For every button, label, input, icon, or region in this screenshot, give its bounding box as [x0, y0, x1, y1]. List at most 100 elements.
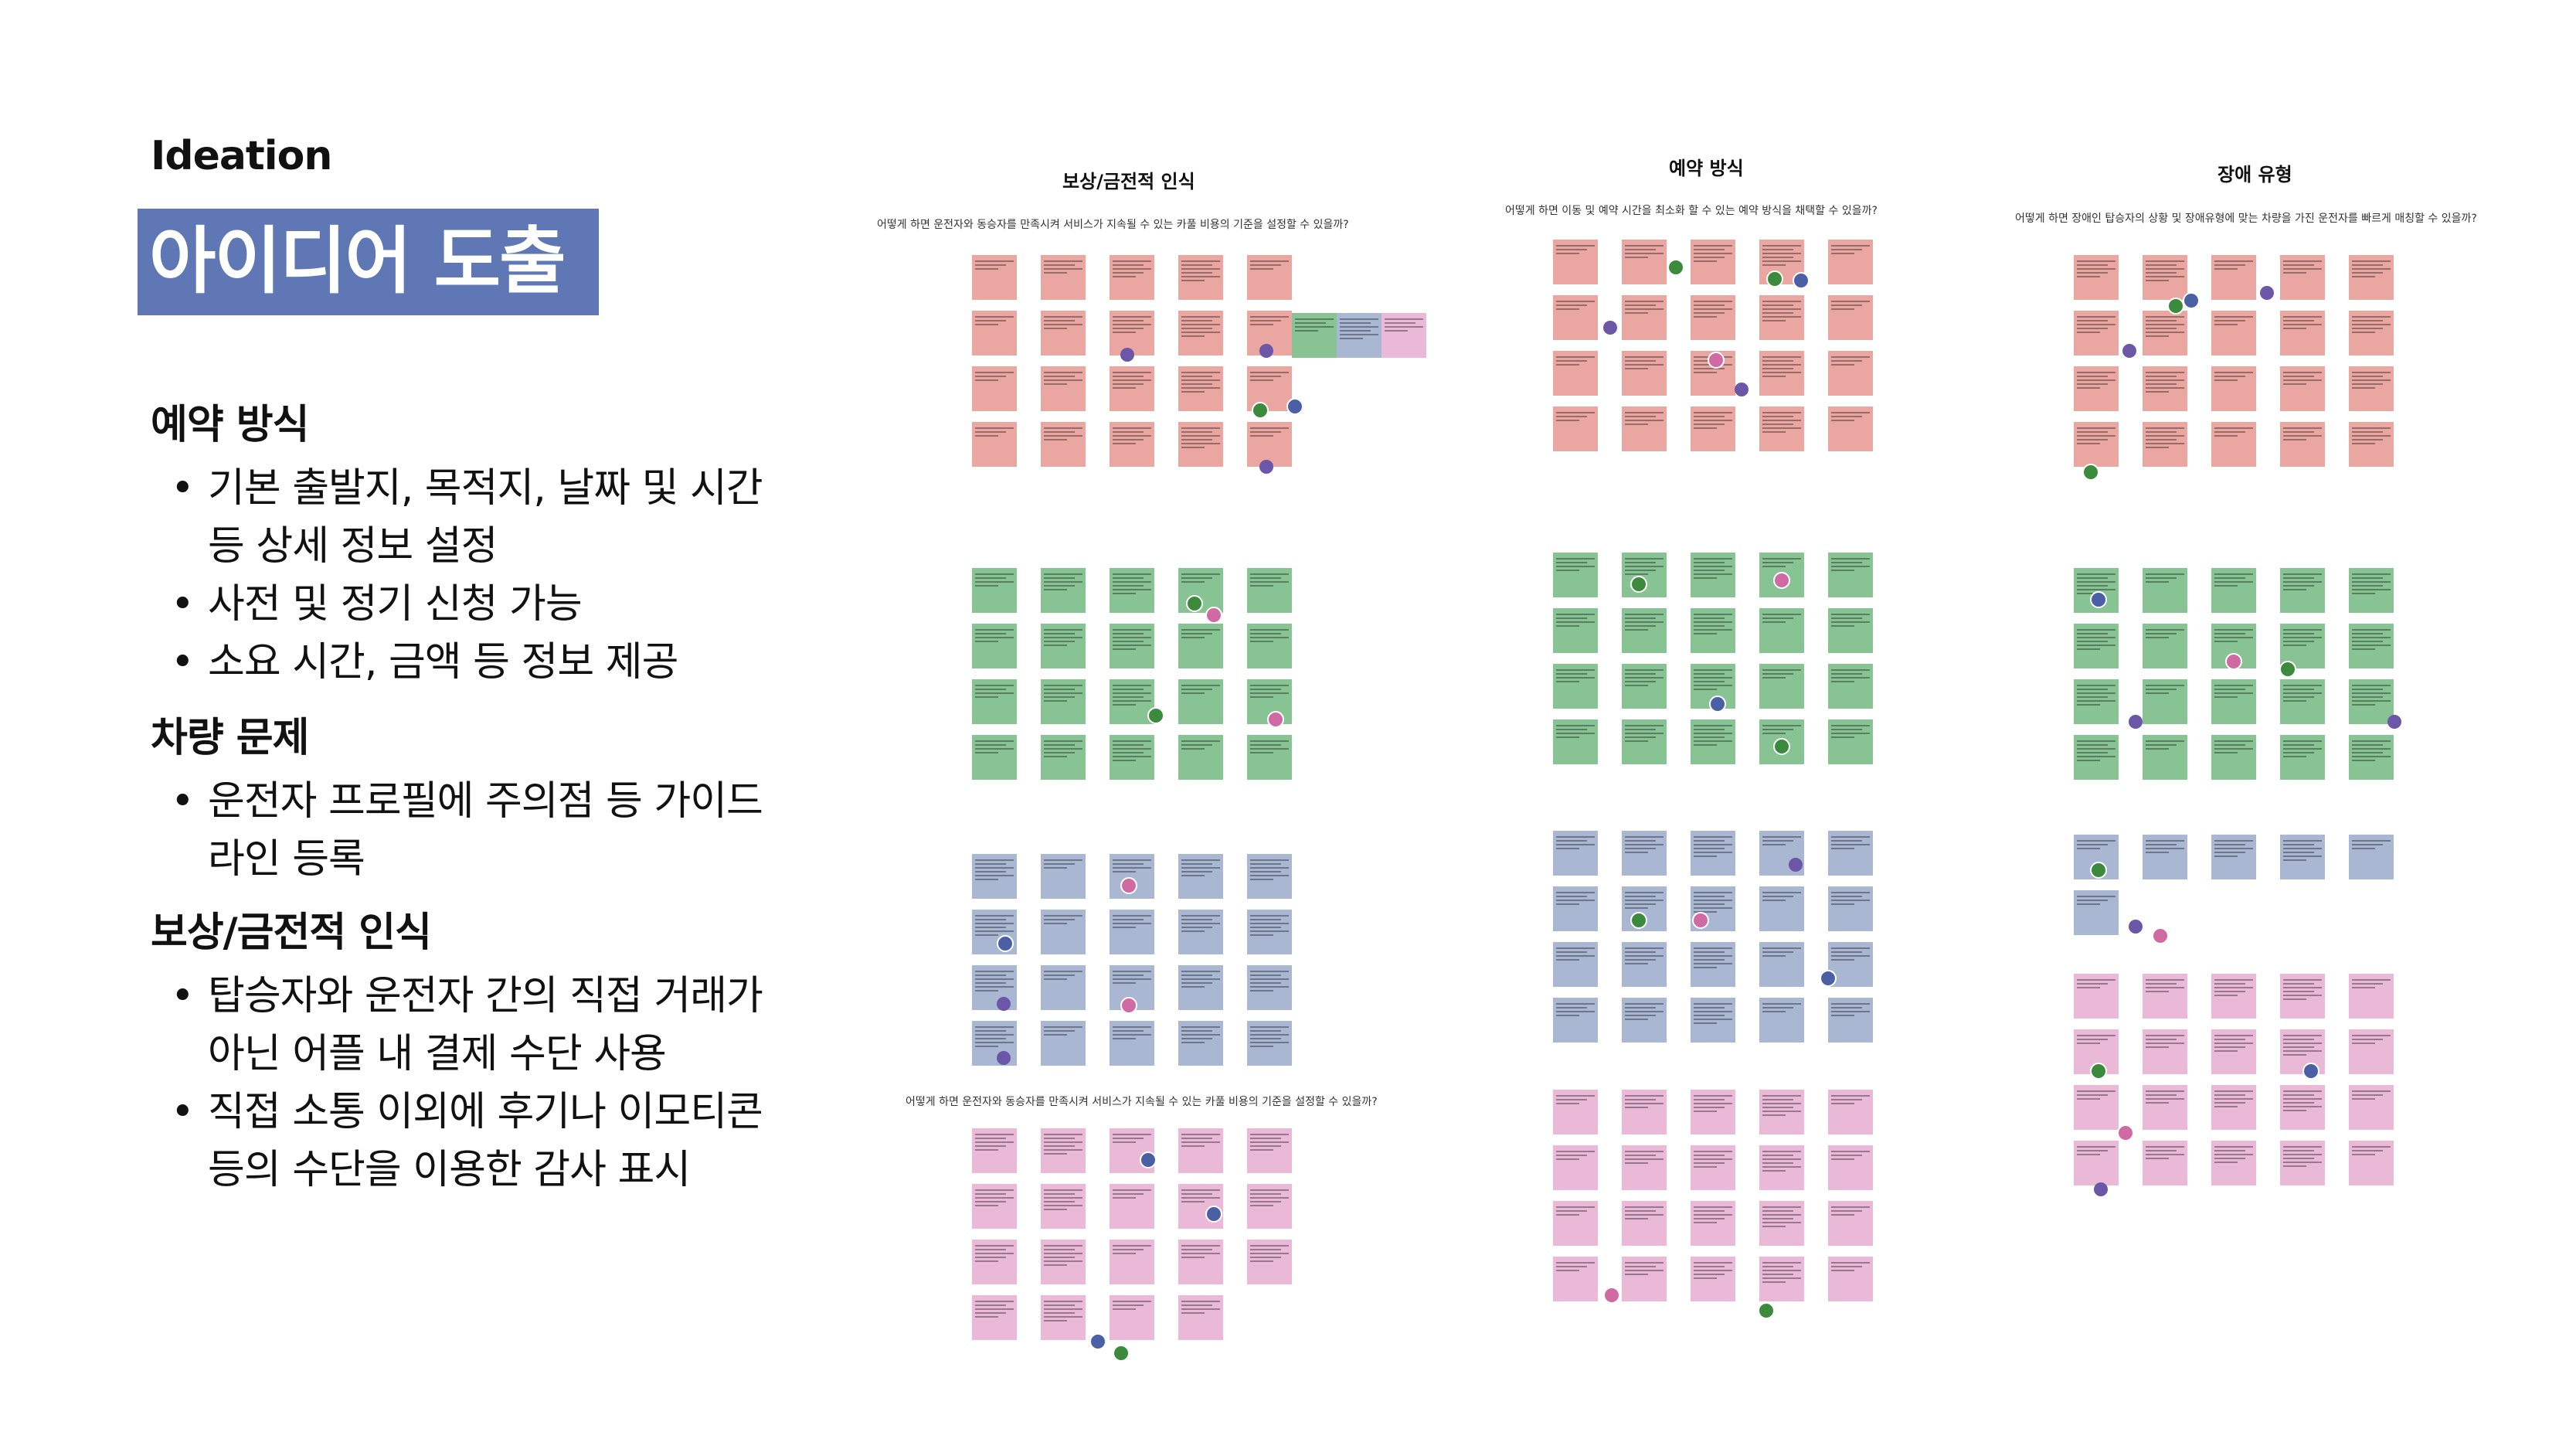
sticky-note[interactable] — [1247, 1240, 1292, 1284]
sticky-note[interactable] — [2280, 311, 2325, 355]
sticky-note[interactable] — [1828, 351, 1873, 396]
sticky-note[interactable] — [1828, 664, 1873, 709]
sticky-note[interactable] — [1622, 719, 1667, 764]
sticky-note[interactable] — [1622, 351, 1667, 396]
sticky-note[interactable] — [2143, 735, 2187, 780]
sticky-note[interactable] — [1178, 735, 1223, 780]
sticky-note[interactable] — [2211, 735, 2256, 780]
sticky-note[interactable] — [972, 1240, 1017, 1284]
sticky-note[interactable] — [1178, 624, 1223, 668]
sticky-note[interactable] — [2143, 1029, 2187, 1074]
sticky-note[interactable] — [2280, 255, 2325, 300]
sticky-note[interactable] — [1178, 311, 1223, 355]
sticky-note[interactable] — [1828, 240, 1873, 284]
sticky-note[interactable] — [1553, 1201, 1598, 1246]
sticky-note[interactable] — [1622, 295, 1667, 340]
sticky-note[interactable] — [1553, 1257, 1598, 1301]
sticky-note[interactable] — [2349, 255, 2394, 300]
sticky-note[interactable] — [2074, 255, 2119, 300]
sticky-note[interactable] — [1041, 679, 1086, 724]
sticky-note[interactable] — [972, 1295, 1017, 1340]
sticky-note[interactable] — [1828, 406, 1873, 451]
ideation-board[interactable]: 보상/금전적 인식 어떻게 하면 운전자와 동승자를 만족시켜 서비스가 지속될… — [865, 0, 2576, 1449]
sticky-note[interactable] — [1041, 1128, 1086, 1173]
sticky-note[interactable] — [1041, 1184, 1086, 1229]
sticky-note[interactable] — [1110, 1240, 1154, 1284]
sticky-note[interactable] — [2143, 1141, 2187, 1185]
sticky-note[interactable] — [972, 311, 1017, 355]
sticky-note[interactable] — [1041, 1021, 1086, 1066]
sticky-note[interactable] — [1247, 422, 1292, 467]
sticky-note[interactable] — [2143, 624, 2187, 668]
sticky-note[interactable] — [2349, 1141, 2394, 1185]
sticky-note[interactable] — [1828, 1145, 1873, 1190]
sticky-note[interactable] — [1041, 311, 1086, 355]
sticky-note[interactable] — [2074, 366, 2119, 411]
sticky-note[interactable] — [2349, 735, 2394, 780]
sticky-note[interactable] — [2349, 1029, 2394, 1074]
sticky-note[interactable] — [1110, 311, 1154, 355]
sticky-note[interactable] — [1759, 1145, 1804, 1190]
sticky-note[interactable] — [2143, 422, 2187, 467]
sticky-note[interactable] — [1041, 366, 1086, 411]
sticky-note[interactable] — [1553, 608, 1598, 653]
sticky-note[interactable] — [1178, 1295, 1223, 1340]
sticky-note[interactable] — [1553, 240, 1598, 284]
sticky-note[interactable] — [1178, 422, 1223, 467]
sticky-note[interactable] — [1622, 1201, 1667, 1246]
sticky-note[interactable] — [1553, 942, 1598, 987]
sticky-note[interactable] — [2074, 679, 2119, 724]
sticky-note[interactable] — [1553, 1145, 1598, 1190]
sticky-note[interactable] — [1178, 1021, 1223, 1066]
sticky-note[interactable] — [1828, 1257, 1873, 1301]
sticky-note[interactable] — [2280, 735, 2325, 780]
sticky-note[interactable] — [1553, 406, 1598, 451]
sticky-note[interactable] — [1828, 719, 1873, 764]
sticky-note[interactable] — [972, 1184, 1017, 1229]
sticky-note[interactable] — [1828, 1201, 1873, 1246]
sticky-note[interactable] — [1759, 351, 1804, 396]
sticky-note[interactable] — [1178, 366, 1223, 411]
sticky-note[interactable] — [1178, 965, 1223, 1010]
sticky-note[interactable] — [1247, 854, 1292, 899]
sticky-note[interactable] — [1759, 553, 1804, 597]
sticky-note[interactable] — [1759, 942, 1804, 987]
sticky-note[interactable] — [1110, 366, 1154, 411]
sticky-note[interactable] — [2074, 422, 2119, 467]
sticky-note[interactable] — [1691, 719, 1735, 764]
sticky-note[interactable] — [2074, 624, 2119, 668]
sticky-note[interactable] — [1337, 313, 1381, 358]
sticky-note[interactable] — [2074, 1085, 2119, 1130]
sticky-note[interactable] — [2074, 974, 2119, 1019]
sticky-note[interactable] — [1553, 886, 1598, 931]
sticky-note[interactable] — [1691, 998, 1735, 1043]
sticky-note[interactable] — [972, 568, 1017, 613]
sticky-note[interactable] — [972, 1128, 1017, 1173]
sticky-note[interactable] — [2211, 311, 2256, 355]
sticky-note[interactable] — [972, 735, 1017, 780]
sticky-note[interactable] — [1828, 886, 1873, 931]
sticky-note[interactable] — [1178, 255, 1223, 300]
sticky-note[interactable] — [2143, 366, 2187, 411]
sticky-note[interactable] — [1691, 1090, 1735, 1134]
sticky-note[interactable] — [1553, 719, 1598, 764]
sticky-note[interactable] — [1247, 255, 1292, 300]
sticky-note[interactable] — [2349, 568, 2394, 613]
sticky-note[interactable] — [1622, 1257, 1667, 1301]
sticky-note[interactable] — [2143, 974, 2187, 1019]
sticky-note[interactable] — [1553, 351, 1598, 396]
sticky-note[interactable] — [2074, 735, 2119, 780]
sticky-note[interactable] — [1553, 998, 1598, 1043]
sticky-note[interactable] — [2143, 835, 2187, 879]
sticky-note[interactable] — [2280, 679, 2325, 724]
sticky-note[interactable] — [1110, 624, 1154, 668]
sticky-note[interactable] — [1041, 255, 1086, 300]
sticky-note[interactable] — [2143, 679, 2187, 724]
sticky-note[interactable] — [1759, 998, 1804, 1043]
sticky-note[interactable] — [972, 679, 1017, 724]
sticky-note[interactable] — [1622, 1145, 1667, 1190]
sticky-note[interactable] — [1041, 965, 1086, 1010]
sticky-note[interactable] — [972, 624, 1017, 668]
sticky-note[interactable] — [2211, 679, 2256, 724]
sticky-note[interactable] — [2211, 835, 2256, 879]
